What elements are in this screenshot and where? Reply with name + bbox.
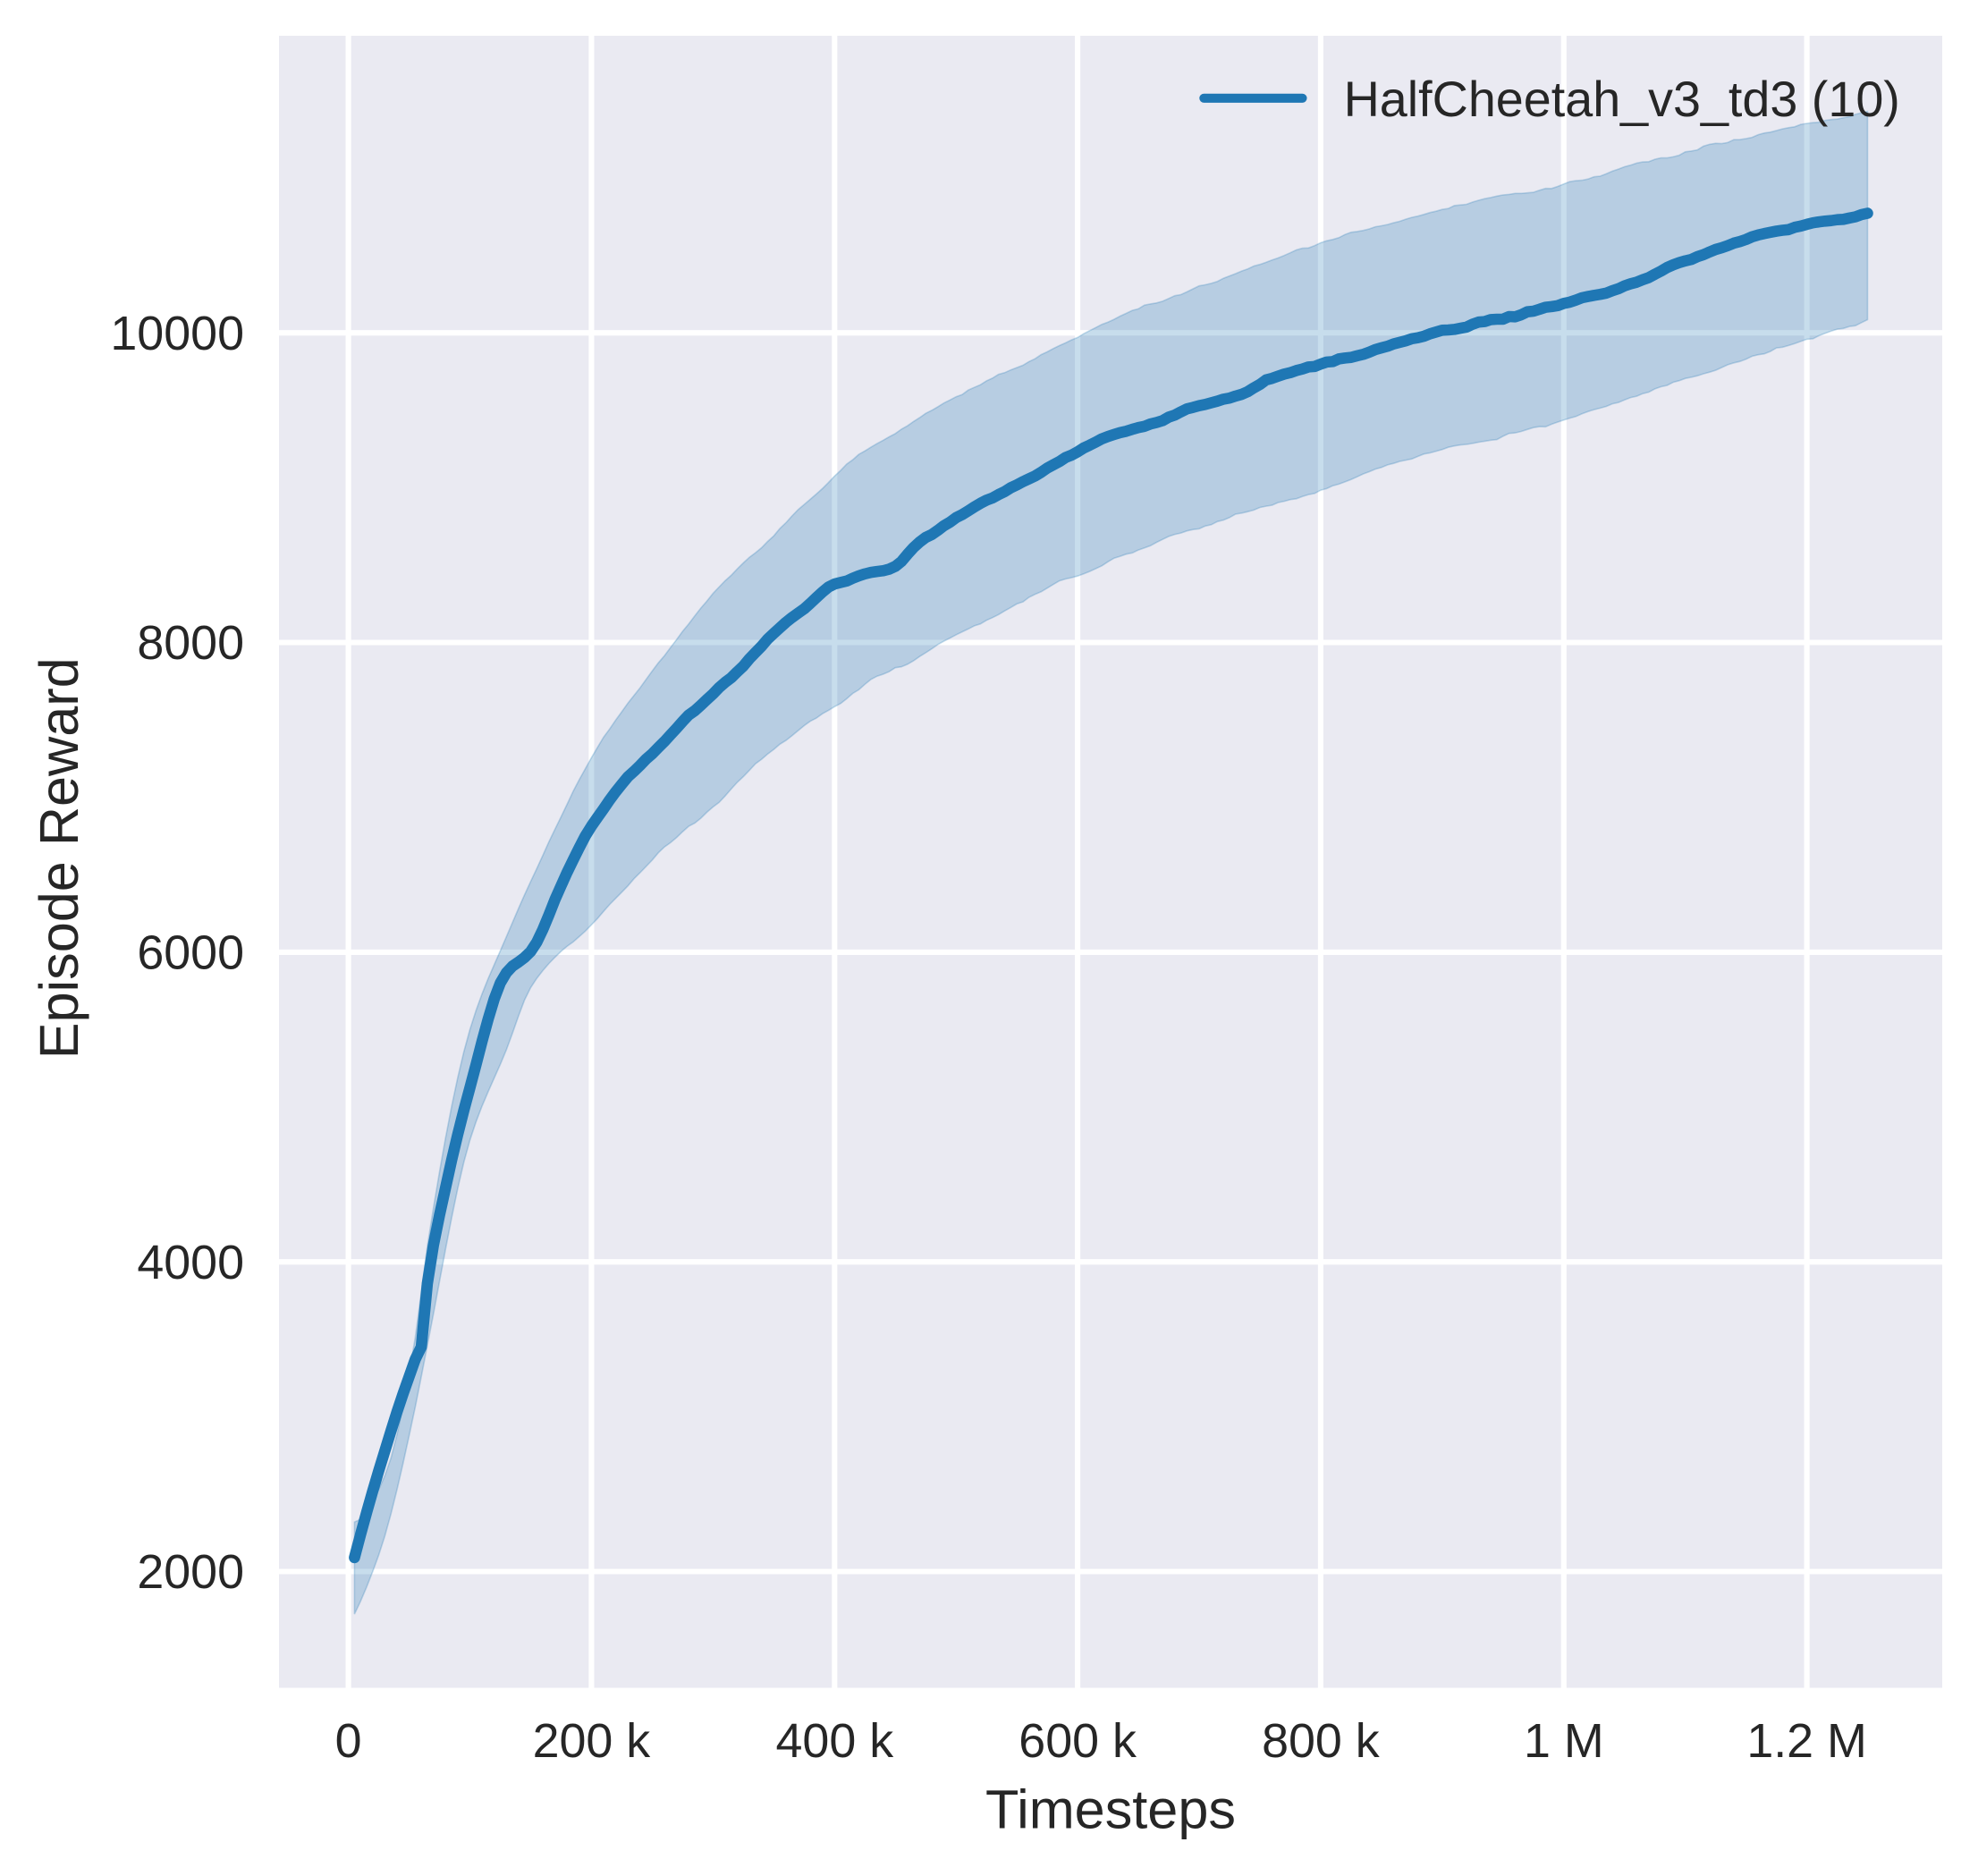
svg-text:800 k: 800 k [1262,1714,1380,1768]
svg-text:400 k: 400 k [775,1714,893,1768]
svg-text:HalfCheetah_v3_td3 (10): HalfCheetah_v3_td3 (10) [1344,72,1900,127]
svg-text:6000: 6000 [137,926,244,980]
svg-text:600 k: 600 k [1019,1714,1137,1768]
svg-text:2000: 2000 [137,1545,244,1599]
svg-text:Episode Reward: Episode Reward [29,657,89,1059]
svg-text:1.2 M: 1.2 M [1746,1714,1867,1768]
svg-text:8000: 8000 [137,616,244,670]
svg-text:Timesteps: Timesteps [985,1779,1236,1840]
svg-text:0: 0 [335,1714,362,1768]
svg-text:1 M: 1 M [1524,1714,1604,1768]
svg-text:4000: 4000 [137,1236,244,1289]
svg-text:10000: 10000 [110,307,244,360]
svg-text:200 k: 200 k [533,1714,651,1768]
